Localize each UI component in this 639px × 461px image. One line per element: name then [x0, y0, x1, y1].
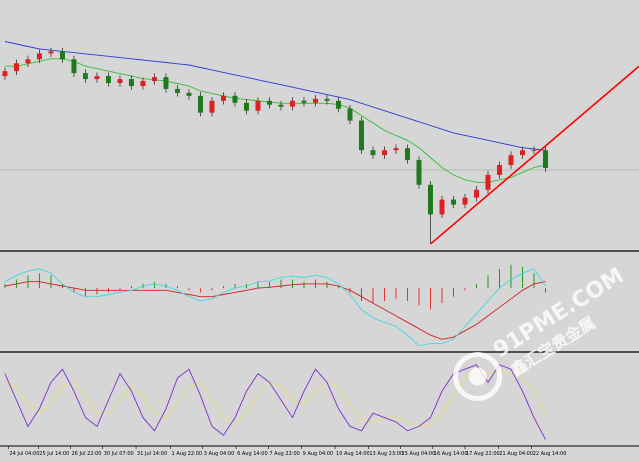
candle-body — [416, 160, 422, 185]
x-tick-label: 26 Jul 22:00 — [72, 451, 102, 457]
indicator-line — [4, 41, 546, 151]
candle-body — [59, 51, 65, 60]
x-tick-label: 6 Aug 14:00 — [237, 451, 268, 457]
candle-body — [186, 92, 192, 96]
candle-body — [278, 104, 284, 107]
x-tick-label: 13 Aug 23:00 — [369, 451, 403, 457]
x-tick-label: 22 Aug 14:00 — [533, 451, 567, 457]
candle-body — [209, 100, 215, 113]
candle-body — [266, 100, 272, 105]
candle-body — [25, 59, 31, 64]
x-tick-label: 15 Aug 04:00 — [402, 451, 436, 457]
candle-body — [71, 59, 77, 74]
candle-body — [105, 76, 111, 84]
candle-body — [128, 79, 134, 86]
candle-body — [13, 63, 19, 72]
x-tick-label: 30 Jul 07:00 — [104, 451, 134, 457]
candle-body — [508, 155, 514, 166]
candle-body — [542, 150, 548, 168]
indicator-line — [4, 281, 546, 340]
candle-body — [496, 165, 502, 175]
candle-body — [473, 189, 479, 198]
candle-body — [151, 77, 157, 82]
candle-body — [312, 98, 318, 103]
candle-body — [324, 98, 330, 101]
candle-body — [393, 148, 399, 151]
candle-body — [370, 150, 376, 156]
candle-body — [439, 199, 445, 215]
x-tick-label: 17 Aug 22:00 — [466, 451, 500, 457]
candle-body — [243, 102, 249, 111]
candle-body — [381, 150, 387, 156]
indicator-line — [4, 368, 546, 427]
indicator-line — [4, 58, 546, 183]
watermark-logo — [468, 367, 487, 386]
candle-body — [255, 100, 261, 111]
candle-body — [427, 184, 433, 215]
candle-body — [232, 95, 238, 103]
candle-body — [36, 53, 42, 60]
candle-body — [140, 81, 146, 86]
candle-body — [82, 73, 88, 80]
candle-body — [347, 108, 353, 121]
x-tick-label: 16 Aug 14:00 — [434, 451, 468, 457]
candle-body — [2, 71, 8, 77]
candle-body — [163, 77, 169, 89]
candle-body — [48, 51, 54, 54]
x-tick-label: 3 Aug 04:00 — [204, 451, 235, 457]
x-tick-label: 1 Aug 22:00 — [172, 451, 203, 457]
candle-body — [485, 174, 491, 190]
candle-body — [174, 88, 180, 93]
watermark-logo — [453, 351, 503, 401]
candle-body — [289, 100, 295, 107]
x-tick-label: 21 Aug 04:00 — [499, 451, 533, 457]
x-tick-label: 9 Aug 04:00 — [303, 451, 334, 457]
indicator-line — [4, 268, 546, 347]
x-tick-label: 7 Aug 22:00 — [269, 451, 300, 457]
x-tick-label: 25 Jul 14:00 — [39, 451, 69, 457]
candle-body — [358, 120, 364, 151]
candle-body — [335, 100, 341, 109]
candle-body — [220, 95, 226, 101]
x-tick-label: 24 Jul 04:00 — [9, 451, 39, 457]
x-tick-label: 10 Aug 14:00 — [336, 451, 370, 457]
candle-body — [519, 150, 525, 156]
plot: 24 Jul 04:00 25 Jul 14:00 26 Jul 22:00 30 J… — [0, 41, 639, 457]
candle-body — [197, 95, 203, 113]
x-tick-label: 31 Jul 14:00 — [137, 451, 167, 457]
candle-body — [462, 197, 468, 205]
candle-body — [94, 76, 100, 80]
candle-body — [450, 199, 456, 205]
trendline — [429, 65, 639, 245]
candle-body — [117, 79, 123, 84]
candle-body — [531, 150, 537, 151]
candle-body — [301, 100, 307, 103]
candle-body — [404, 148, 410, 161]
